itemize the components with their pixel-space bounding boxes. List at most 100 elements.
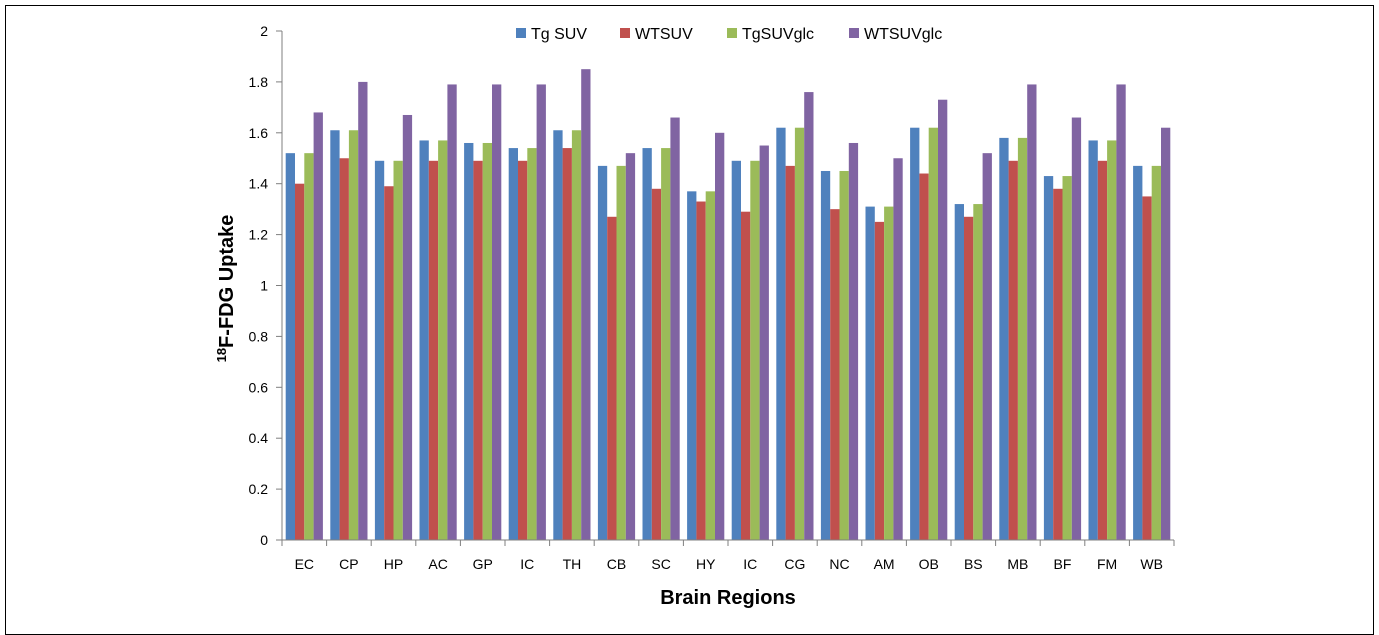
chart-legend: Tg SUV WTSUV TgSUVglc WTSUVglc bbox=[516, 26, 942, 43]
bar-tg-suv bbox=[597, 165, 608, 540]
y-tick-label: 1.8 bbox=[249, 74, 269, 90]
bar-wtsuvglc bbox=[1161, 127, 1171, 541]
bar-wtsuv bbox=[339, 158, 349, 540]
bar-wtsuv bbox=[651, 188, 662, 541]
bar-tg-suv bbox=[999, 137, 1009, 540]
bar-wtsuv bbox=[295, 183, 305, 540]
bar-tg-suv bbox=[731, 160, 741, 541]
y-tick-label: 0.8 bbox=[249, 328, 269, 344]
bar-wtsuv bbox=[562, 148, 572, 540]
x-tick-label: FM bbox=[1097, 556, 1117, 572]
bar-tg-suv bbox=[1088, 140, 1098, 540]
bar-wtsuv bbox=[607, 216, 617, 540]
bar-tg-suv bbox=[910, 127, 920, 541]
bar-tgsuvglc bbox=[705, 191, 715, 540]
bar-tg-suv bbox=[330, 130, 340, 540]
bar-wtsuvglc bbox=[1027, 84, 1037, 540]
x-tick-label: AM bbox=[874, 556, 895, 572]
bar-tgsuvglc bbox=[1017, 137, 1028, 540]
bar-tg-suv bbox=[1133, 165, 1143, 540]
bar-tgsuvglc bbox=[839, 170, 849, 540]
bar-tgsuvglc bbox=[348, 130, 359, 540]
bar-tgsuvglc bbox=[928, 127, 938, 541]
bar-wtsuv bbox=[964, 216, 974, 540]
bar-wtsuvglc bbox=[715, 132, 725, 541]
legend-label: WTSUVglc bbox=[864, 26, 942, 43]
bar-tgsuvglc bbox=[973, 204, 983, 540]
bar-wtsuvglc bbox=[492, 84, 502, 540]
x-tick-label: WB bbox=[1140, 556, 1163, 572]
y-axis-title-main: F-FDG Uptake bbox=[216, 215, 238, 348]
bar-wtsuvglc bbox=[938, 99, 948, 540]
y-axis: 0 0.2 0.4 0.6 0.8 1 1.2 1.4 1.6 1.8 2 bbox=[249, 23, 283, 548]
x-tick-label: MB bbox=[1007, 556, 1028, 572]
bar-wtsuv bbox=[919, 173, 929, 540]
x-tick-label: BF bbox=[1054, 556, 1072, 572]
y-tick-label: 1.2 bbox=[249, 227, 269, 243]
bar-tgsuvglc bbox=[393, 160, 403, 541]
x-tick-label: TH bbox=[563, 556, 582, 572]
bar-wtsuv bbox=[696, 201, 706, 540]
bar-wtsuvglc bbox=[447, 84, 457, 540]
bar-tg-suv bbox=[1043, 176, 1054, 540]
x-tick-label: BS bbox=[964, 556, 983, 572]
legend-swatch bbox=[849, 28, 859, 38]
legend-swatch bbox=[620, 28, 630, 38]
bar-tg-suv bbox=[285, 153, 295, 540]
bar-tg-suv bbox=[954, 204, 964, 540]
y-tick-label: 1 bbox=[260, 278, 268, 294]
bar-tg-suv bbox=[865, 206, 875, 541]
bar-tgsuvglc bbox=[884, 206, 894, 541]
x-tick-label: GP bbox=[473, 556, 493, 572]
bar-tg-suv bbox=[687, 191, 697, 540]
bar-wtsuvglc bbox=[536, 84, 546, 540]
bar-tgsuvglc bbox=[527, 148, 537, 540]
legend-label: Tg SUV bbox=[531, 26, 587, 43]
y-tick-label: 0.4 bbox=[249, 430, 269, 446]
bar-wtsuv bbox=[473, 160, 483, 541]
bar-wtsuv bbox=[1053, 188, 1063, 541]
bar-wtsuvglc bbox=[1116, 84, 1126, 540]
bar-tgsuvglc bbox=[482, 142, 492, 541]
bar-wtsuvglc bbox=[625, 153, 636, 540]
bar-wtsuv bbox=[384, 186, 394, 540]
x-tick-label: EC bbox=[295, 556, 314, 572]
y-tick-label: 0.6 bbox=[249, 379, 269, 395]
bar-tg-suv bbox=[776, 127, 786, 541]
bar-tgsuvglc bbox=[304, 153, 314, 540]
y-tick-label: 0 bbox=[260, 532, 268, 548]
legend-swatch bbox=[727, 28, 737, 38]
x-axis: EC CP HP AC GP IC TH CB SC HY IC CG NC AM OB BS MB BF FM WB bbox=[281, 539, 1175, 572]
bar-tg-suv bbox=[374, 160, 385, 541]
chart-bars bbox=[285, 69, 1171, 541]
y-tick-label: 1.6 bbox=[249, 125, 269, 141]
bar-tgsuvglc bbox=[616, 165, 626, 540]
bar-wtsuvglc bbox=[402, 114, 413, 541]
bar-wtsuv bbox=[874, 221, 885, 540]
bar-wtsuv bbox=[1097, 160, 1108, 541]
x-tick-label: CB bbox=[607, 556, 626, 572]
bar-tg-suv bbox=[642, 148, 652, 540]
bar-wtsuvglc bbox=[581, 69, 591, 541]
x-tick-label: CP bbox=[339, 556, 358, 572]
bar-wtsuvglc bbox=[982, 153, 992, 540]
bar-wtsuvglc bbox=[1071, 117, 1082, 540]
bar-wtsuvglc bbox=[313, 112, 323, 540]
bar-wtsuvglc bbox=[759, 145, 769, 540]
bar-tg-suv bbox=[508, 148, 518, 540]
x-tick-label: AC bbox=[428, 556, 447, 572]
x-tick-label: CG bbox=[784, 556, 805, 572]
bar-wtsuv bbox=[1008, 160, 1018, 541]
bar-wtsuv bbox=[518, 160, 528, 541]
legend-swatch bbox=[516, 28, 526, 38]
bar-tgsuvglc bbox=[1107, 140, 1117, 540]
bar-tg-suv bbox=[553, 130, 563, 540]
bar-tg-suv bbox=[419, 140, 429, 540]
y-tick-label: 1.4 bbox=[249, 176, 269, 192]
bar-wtsuv bbox=[428, 160, 439, 541]
bar-wtsuvglc bbox=[358, 81, 368, 541]
bar-tgsuvglc bbox=[1151, 165, 1161, 540]
bar-tg-suv bbox=[820, 170, 831, 540]
bar-tg-suv bbox=[464, 142, 474, 541]
bar-tgsuvglc bbox=[438, 140, 448, 540]
